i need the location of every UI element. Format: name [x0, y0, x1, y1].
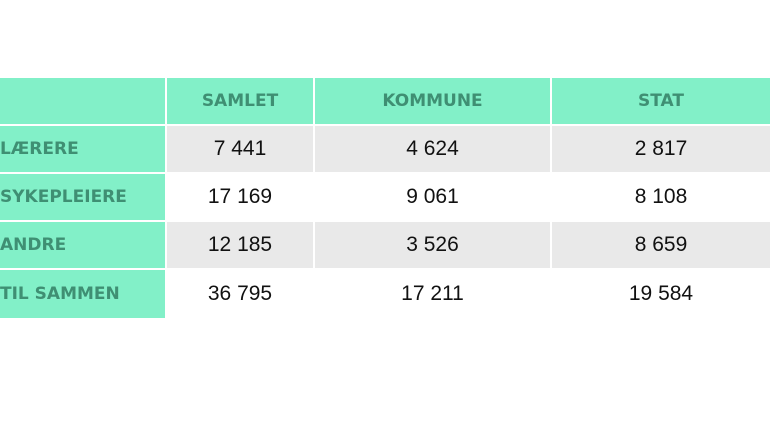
cell-stat: 19 584: [552, 270, 770, 318]
table-row: LÆRERE 7 441 4 624 2 817: [0, 126, 770, 174]
header-row: SAMLET KOMMUNE STAT: [0, 78, 770, 126]
row-label: ANDRE: [0, 222, 167, 270]
column-header-stat: STAT: [552, 78, 770, 126]
cell-samlet: 12 185: [167, 222, 315, 270]
cell-stat: 8 659: [552, 222, 770, 270]
cell-samlet: 7 441: [167, 126, 315, 174]
column-header-samlet: SAMLET: [167, 78, 315, 126]
row-label: SYKEPLEIERE: [0, 174, 167, 222]
cell-stat: 8 108: [552, 174, 770, 222]
data-table: SAMLET KOMMUNE STAT LÆRERE 7 441 4 624 2…: [0, 78, 770, 318]
cell-kommune: 17 211: [315, 270, 552, 318]
cell-kommune: 4 624: [315, 126, 552, 174]
table-row-total: TIL SAMMEN 36 795 17 211 19 584: [0, 270, 770, 318]
table-row: SYKEPLEIERE 17 169 9 061 8 108: [0, 174, 770, 222]
corner-header-cell: [0, 78, 167, 126]
column-header-kommune: KOMMUNE: [315, 78, 552, 126]
table-row: ANDRE 12 185 3 526 8 659: [0, 222, 770, 270]
row-label: LÆRERE: [0, 126, 167, 174]
cell-stat: 2 817: [552, 126, 770, 174]
row-label: TIL SAMMEN: [0, 270, 167, 318]
cell-samlet: 36 795: [167, 270, 315, 318]
cell-samlet: 17 169: [167, 174, 315, 222]
cell-kommune: 3 526: [315, 222, 552, 270]
cell-kommune: 9 061: [315, 174, 552, 222]
